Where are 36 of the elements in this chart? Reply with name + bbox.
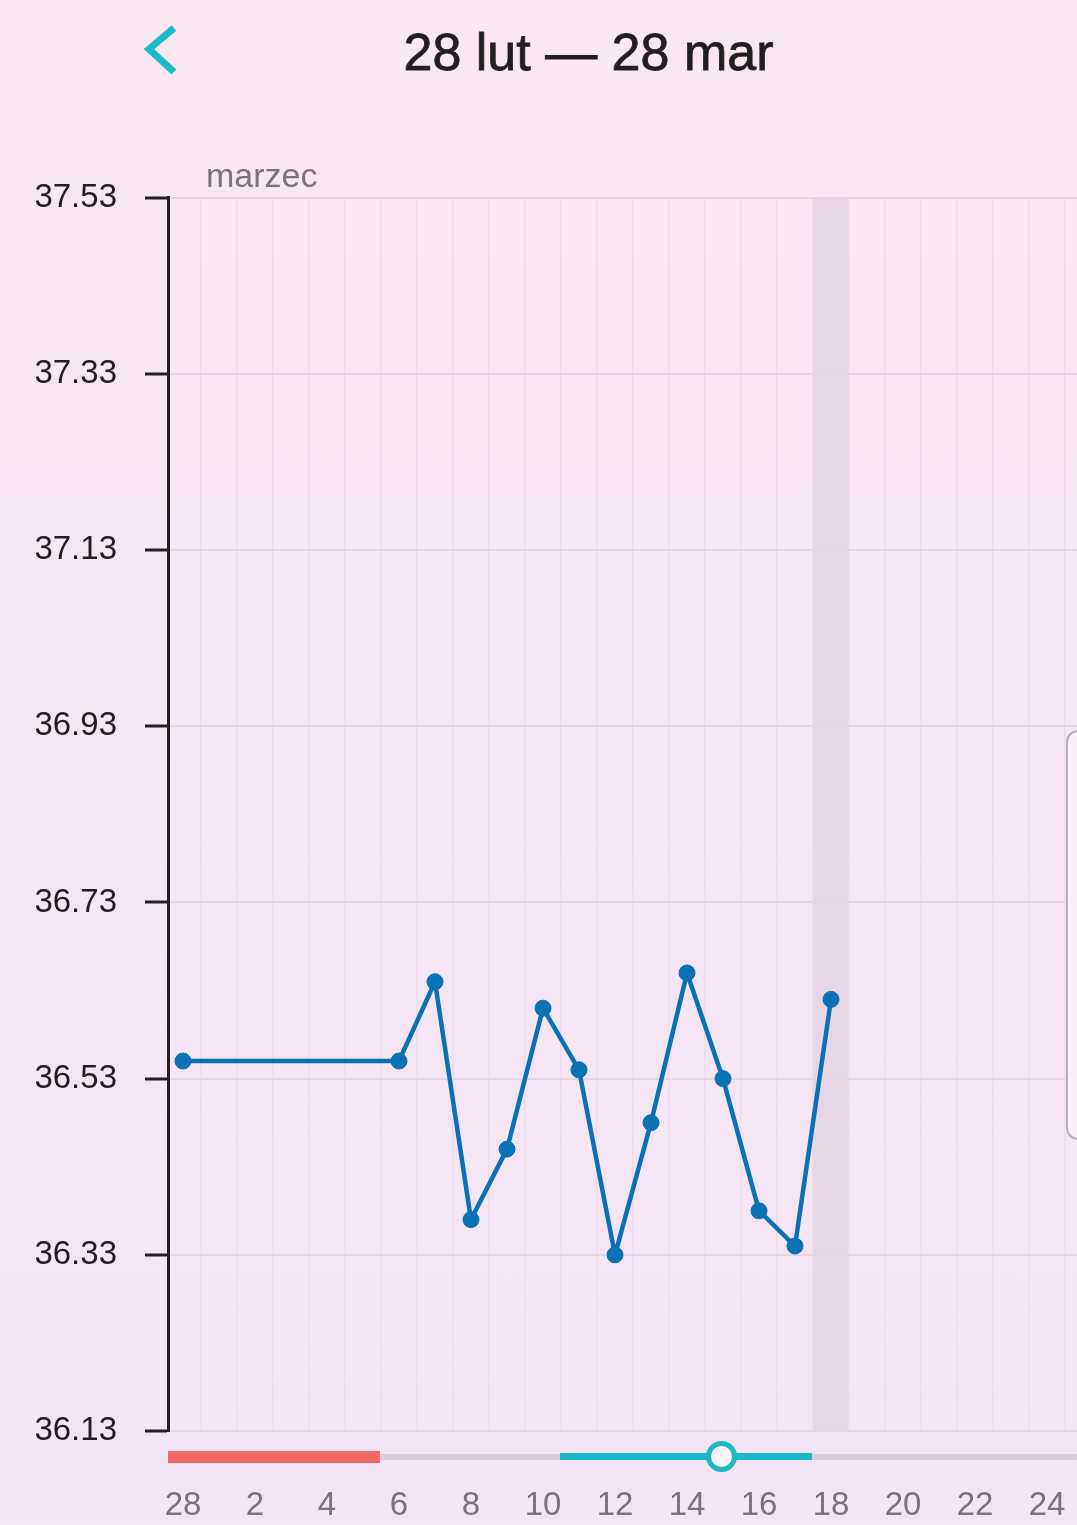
y-tick-label: 36.33 bbox=[34, 1233, 117, 1271]
x-tick-label: 20 bbox=[884, 1484, 922, 1522]
x-tick-label: 6 bbox=[389, 1484, 409, 1522]
y-tick-label: 37.13 bbox=[34, 529, 117, 567]
x-tick-label: 22 bbox=[956, 1484, 994, 1522]
x-tick-label: 8 bbox=[461, 1484, 481, 1522]
x-tick-label: 10 bbox=[524, 1484, 562, 1522]
point bbox=[570, 1061, 588, 1079]
x-tick-label: 18 bbox=[812, 1484, 850, 1522]
y-tick-label: 36.13 bbox=[34, 1410, 117, 1448]
point bbox=[714, 1070, 732, 1088]
x-tick-label: 24 bbox=[1028, 1484, 1066, 1522]
point bbox=[786, 1237, 804, 1255]
point bbox=[426, 973, 444, 991]
point bbox=[678, 964, 696, 982]
x-tick-label: 28 bbox=[164, 1484, 202, 1522]
x-tick-label: 12 bbox=[596, 1484, 634, 1522]
x-tick-label: 4 bbox=[317, 1484, 337, 1522]
chart-title: 28 lut — 28 mar bbox=[402, 22, 775, 83]
x-tick-label: 16 bbox=[740, 1484, 778, 1522]
point bbox=[822, 990, 840, 1008]
y-tick-label: 36.93 bbox=[34, 705, 117, 743]
point bbox=[750, 1202, 768, 1220]
y-tick-label: 37.53 bbox=[34, 176, 117, 214]
point bbox=[390, 1052, 408, 1070]
y-tick-label: 36.73 bbox=[34, 881, 117, 919]
x-tick-label: 14 bbox=[668, 1484, 706, 1522]
y-tick-label: 37.33 bbox=[34, 353, 117, 391]
y-tick-label: 36.53 bbox=[34, 1057, 117, 1095]
point bbox=[498, 1140, 516, 1158]
x-tick-label: 2 bbox=[245, 1484, 265, 1522]
point bbox=[534, 999, 552, 1017]
point bbox=[606, 1246, 624, 1264]
text: marzec bbox=[206, 155, 318, 194]
point bbox=[462, 1211, 480, 1229]
point bbox=[642, 1114, 660, 1132]
